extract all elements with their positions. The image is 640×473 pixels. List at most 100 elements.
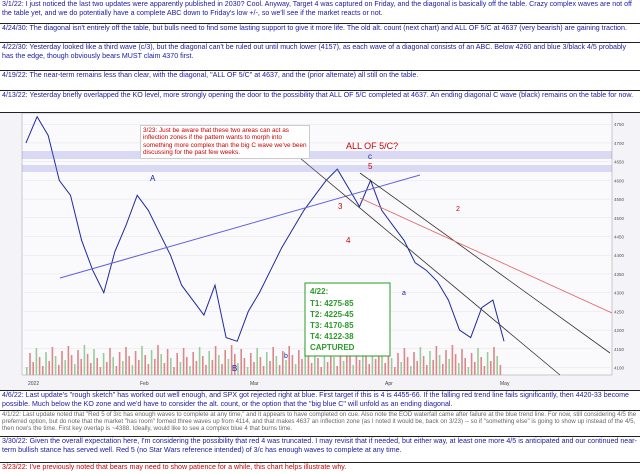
volume-bar — [320, 367, 322, 375]
target-1: T1: 4275-85 — [310, 299, 354, 308]
volume-bar — [458, 363, 460, 375]
targets-box: 4/22: T1: 4275-85 T2: 4225-45 T3: 4170-8… — [304, 282, 391, 357]
wave-label-3-red: 3 — [338, 202, 343, 211]
volume-bar — [326, 362, 329, 375]
red-trend-line — [359, 197, 613, 314]
volume-bar — [51, 347, 54, 375]
note-4-19: 4/19/22: The near-term remains less than… — [0, 71, 640, 91]
volume-bar — [227, 359, 230, 375]
volume-bar — [90, 363, 92, 375]
wave-label-B: B — [232, 364, 237, 373]
volume-bar — [400, 362, 402, 375]
volume-bar — [352, 365, 354, 375]
volume-bar — [250, 353, 252, 375]
volume-bar — [381, 354, 383, 375]
volume-bar — [490, 361, 492, 375]
volume-bar — [330, 348, 332, 375]
volume-bar — [448, 359, 450, 375]
volume-bar — [208, 351, 210, 375]
volume-bar — [243, 358, 246, 375]
volume-bar — [291, 355, 294, 375]
volume-bar — [125, 347, 127, 375]
volume-bar — [422, 356, 425, 375]
volume-bar — [192, 352, 194, 375]
y-tick-label: 4600 — [614, 178, 625, 183]
note-3-30: 3/30/22: Given the overall expectation h… — [0, 436, 640, 462]
target-2: T2: 4225-45 — [310, 310, 354, 319]
volume-bar — [26, 367, 28, 375]
y-tick-label: 4200 — [614, 328, 625, 333]
volume-bar — [499, 365, 502, 375]
x-tick-label: 2022 — [28, 381, 39, 387]
volume-bar — [429, 351, 431, 375]
volume-bar — [58, 365, 60, 375]
volume-bar — [198, 347, 201, 375]
y-tick-label: 4750 — [614, 122, 625, 127]
volume-bar — [486, 352, 489, 375]
inflection-note: 3/23: Just be aware that these two areas… — [140, 125, 310, 159]
all-of-5c-label: ALL OF 5/C? — [346, 141, 398, 151]
volume-bar — [80, 359, 82, 375]
wave-labels: A B b c 5 3 4 2 a — [150, 152, 460, 373]
volume-bar — [237, 363, 239, 375]
volume-bar — [102, 353, 105, 375]
volume-bar — [266, 352, 268, 375]
volume-bar — [288, 346, 290, 375]
volume-bar — [86, 354, 89, 375]
volume-bar — [246, 367, 249, 375]
volume-bar — [275, 356, 278, 375]
y-tick-label: 4250 — [614, 309, 625, 314]
inflection-note-box: 3/23: Just be aware that these two areas… — [140, 125, 310, 159]
price-line — [25, 115, 505, 342]
volume-bar — [83, 345, 86, 375]
volume-bar — [310, 363, 313, 375]
volume-bar — [202, 356, 204, 375]
wave-label-c: c — [368, 152, 372, 161]
volume-bar — [38, 357, 41, 375]
volume-bar — [64, 360, 66, 375]
note-4-22: 4/22/30: Yesterday looked like a third w… — [0, 43, 640, 71]
volume-bars — [26, 345, 502, 375]
black-channel-upper — [359, 172, 611, 354]
volume-bar — [483, 366, 486, 375]
y-axis: 4750 4700 4650 4600 4550 4500 4450 4400 4350 4300… — [614, 122, 625, 370]
volume-bar — [157, 345, 159, 375]
volume-bar — [384, 363, 386, 375]
inflection-zone-lower — [22, 165, 612, 172]
volume-bar — [74, 364, 76, 375]
volume-bar — [451, 345, 454, 375]
wave-label-A: A — [150, 174, 156, 183]
volume-bar — [70, 355, 73, 375]
volume-bar — [205, 365, 207, 375]
volume-bar — [128, 356, 130, 375]
volume-bar — [224, 350, 226, 375]
volume-bar — [170, 358, 172, 375]
volume-bar — [410, 366, 412, 375]
volume-bar — [301, 359, 303, 375]
volume-bar — [141, 346, 143, 375]
volume-bar — [262, 366, 265, 375]
volume-bar — [349, 356, 351, 375]
volume-bar — [106, 362, 108, 375]
volume-bar — [230, 345, 233, 375]
volume-bar — [221, 364, 223, 375]
volume-bar — [314, 349, 316, 375]
note-4-6: 4/6/22: Last update's "rough sketch" has… — [0, 390, 640, 410]
x-tick-label: Mar — [250, 381, 259, 387]
captured-label: CAPTURED — [310, 343, 355, 352]
volume-bar — [365, 355, 367, 375]
volume-bar — [304, 345, 306, 375]
volume-bar — [109, 348, 111, 375]
volume-bar — [390, 358, 393, 375]
volume-bar — [96, 358, 98, 375]
volume-bar — [77, 350, 79, 375]
volume-bar — [461, 349, 463, 375]
wave-label-a: a — [402, 290, 406, 297]
volume-bar — [131, 365, 134, 375]
volume-bar — [307, 354, 310, 375]
volume-bar — [474, 362, 476, 375]
targets-border — [304, 282, 391, 357]
volume-bar — [480, 357, 482, 375]
volume-bar — [294, 364, 297, 375]
x-tick-label: Apr — [385, 381, 393, 387]
